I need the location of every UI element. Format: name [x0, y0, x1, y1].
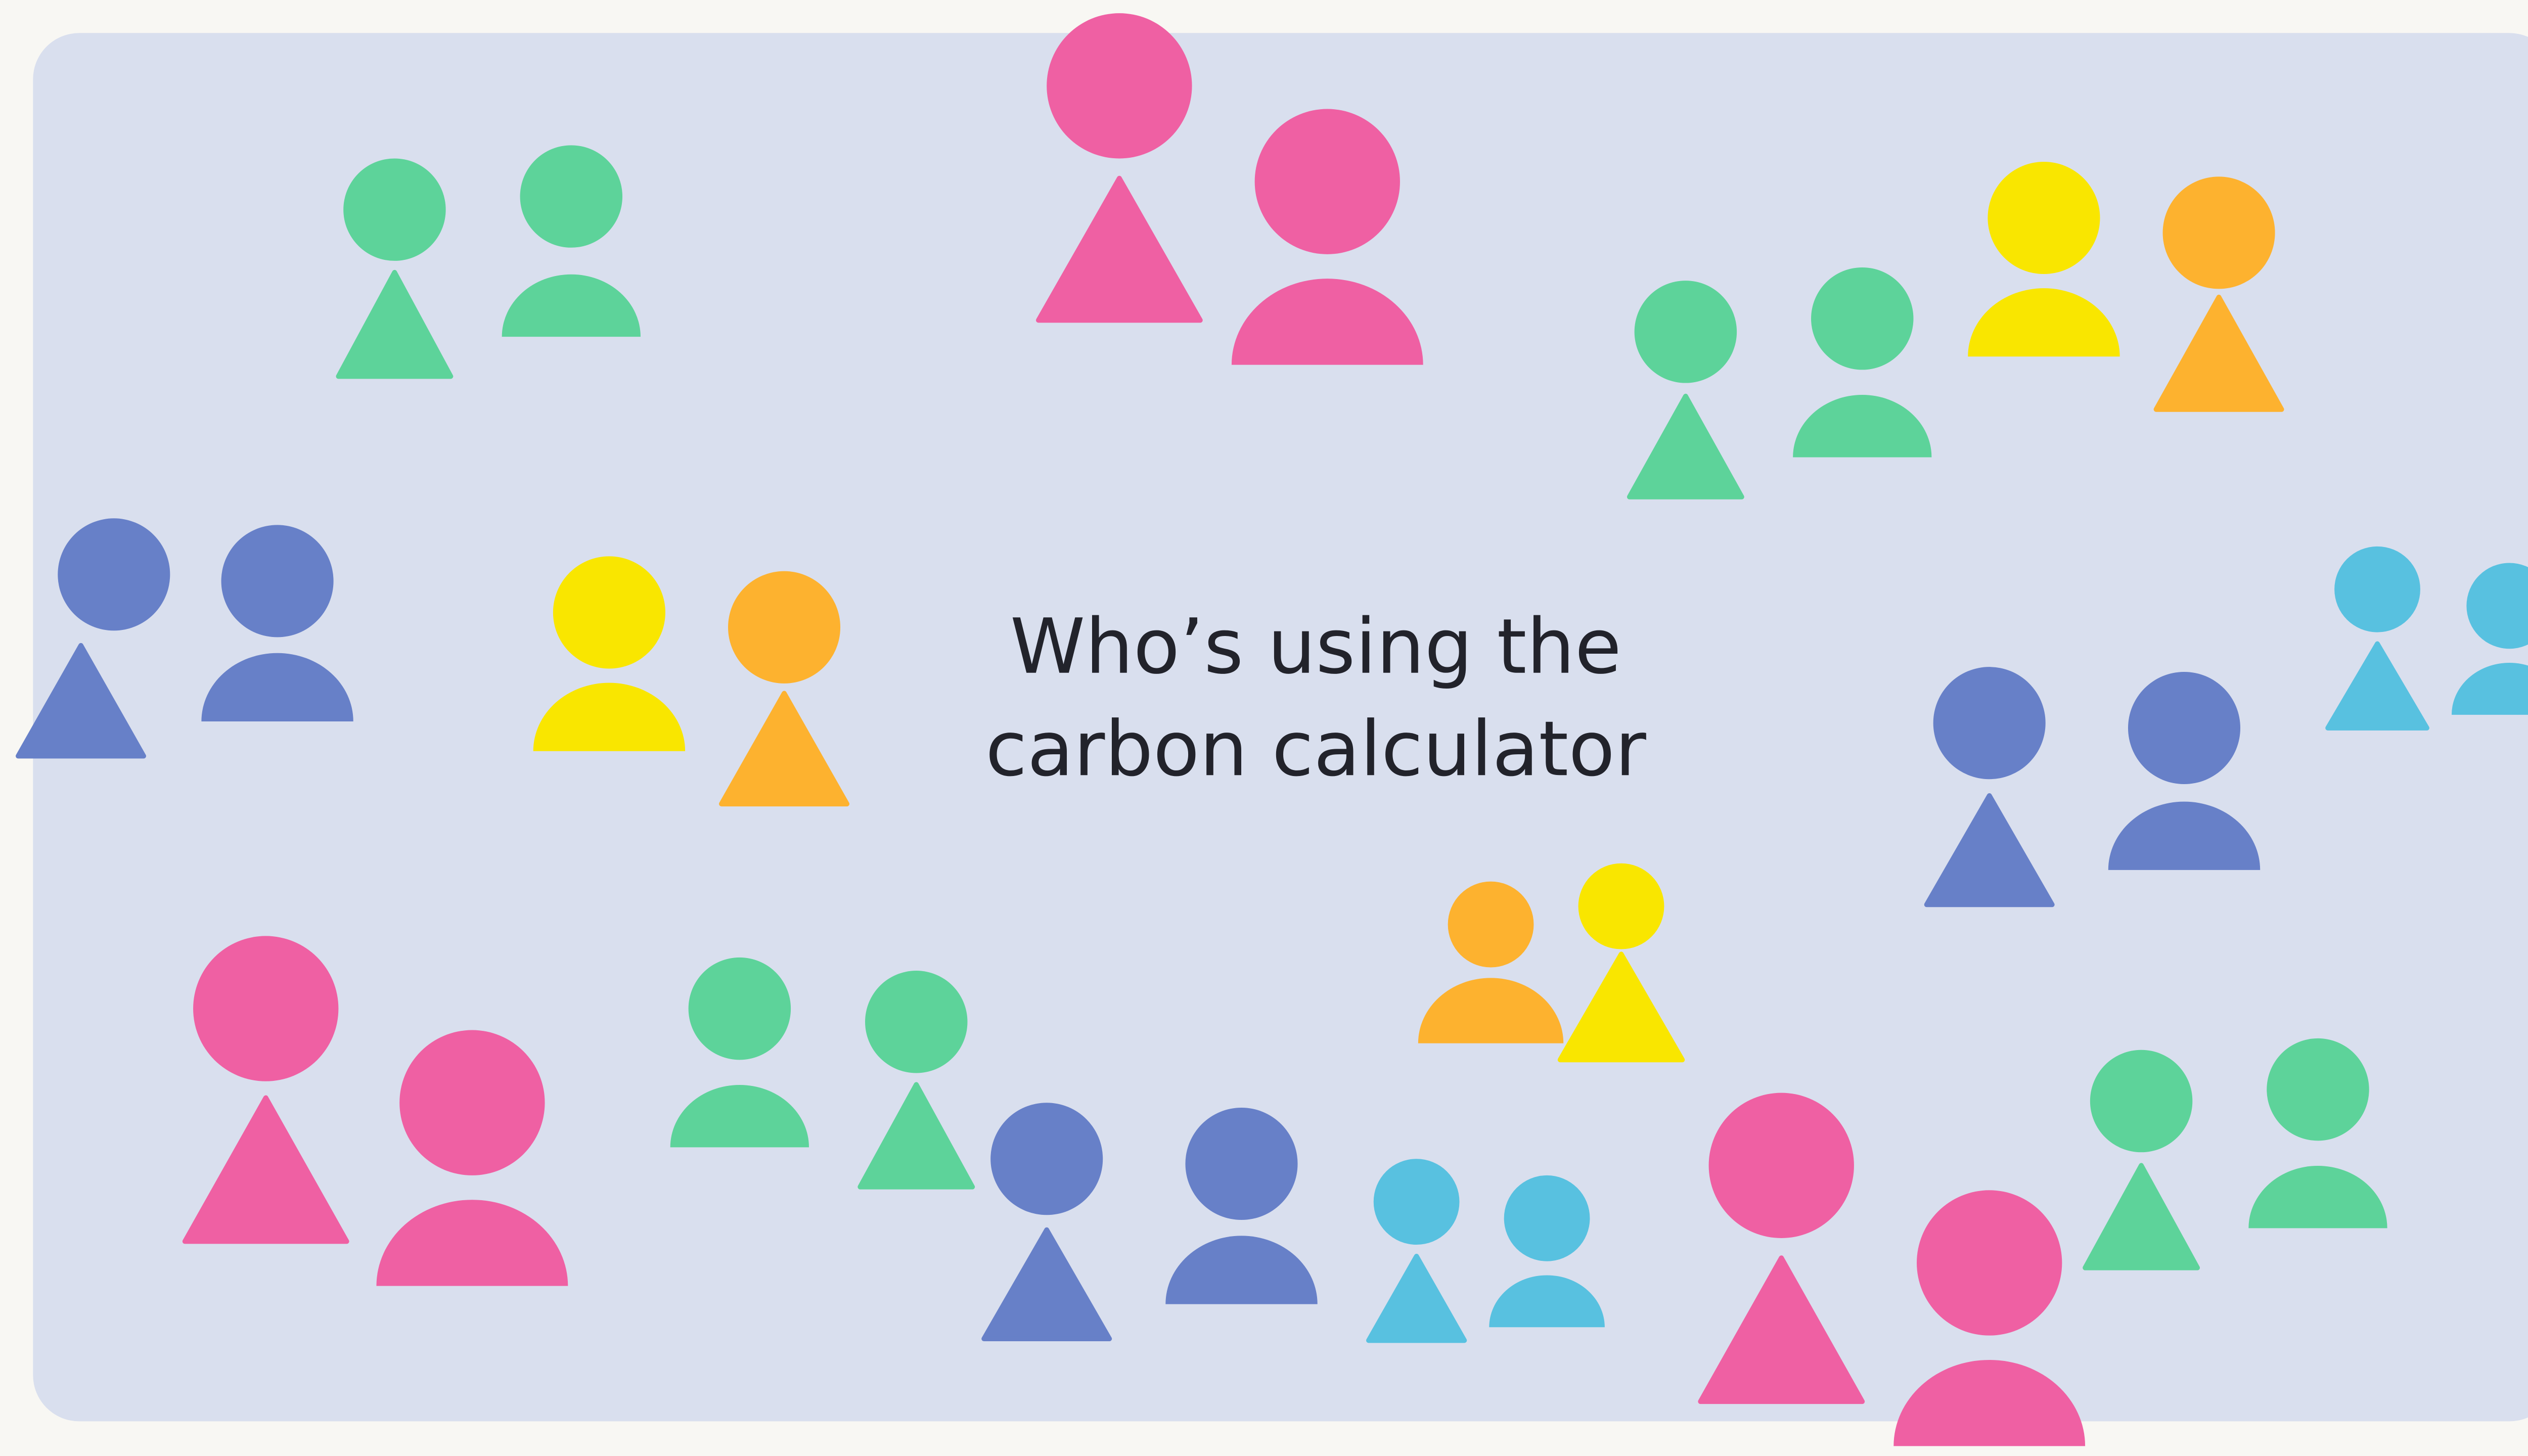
person-body	[1489, 1275, 1605, 1328]
person-body	[1968, 288, 2120, 357]
person-body	[2325, 641, 2429, 731]
person-head	[1047, 13, 1192, 159]
person-head	[221, 525, 334, 638]
title-line: carbon calculator	[985, 705, 1646, 793]
person-head	[2128, 671, 2241, 785]
person-body	[2451, 663, 2528, 715]
person-body	[1698, 1255, 1865, 1404]
person-body	[2153, 294, 2284, 412]
person-head	[688, 957, 791, 1060]
person-body	[1035, 175, 1203, 323]
person-body	[182, 1095, 349, 1244]
person-body	[502, 274, 641, 337]
person-body	[2248, 1165, 2387, 1228]
person-head	[990, 1103, 1103, 1215]
person-body	[1893, 1359, 2086, 1446]
person-head	[520, 145, 623, 248]
person-body	[2083, 1163, 2200, 1270]
person-head	[1811, 267, 1914, 370]
person-body	[719, 691, 849, 807]
person-body	[376, 1200, 568, 1286]
person-body	[1231, 279, 1423, 365]
person-head	[1185, 1108, 1298, 1220]
person-head	[1933, 667, 2046, 780]
person-head	[1504, 1175, 1590, 1261]
person-head	[1254, 109, 1400, 254]
person-head	[865, 971, 968, 1073]
person-body	[1366, 1254, 1467, 1343]
person-head	[1578, 863, 1664, 949]
person-head	[2162, 176, 2275, 289]
title-line: Who’s using the	[1010, 603, 1621, 691]
person-body	[857, 1082, 975, 1190]
person-head	[2090, 1050, 2193, 1153]
panel	[33, 33, 2528, 1422]
person-body	[1924, 793, 2055, 907]
person-body	[201, 653, 353, 721]
person-head	[1634, 281, 1737, 383]
person-body	[1165, 1236, 1318, 1304]
person-body	[1627, 393, 1744, 499]
person-head	[2466, 563, 2528, 649]
person-head	[1373, 1159, 1460, 1245]
person-body	[2108, 801, 2261, 870]
person-head	[399, 1030, 545, 1175]
person-body	[16, 643, 146, 759]
person-head	[553, 556, 665, 669]
person-head	[1988, 162, 2100, 275]
person-head	[1708, 1093, 1854, 1238]
person-body	[670, 1084, 809, 1148]
person-head	[2334, 546, 2420, 632]
person-head	[1917, 1190, 2062, 1336]
person-head	[58, 518, 170, 631]
person-body	[1418, 978, 1564, 1043]
person-body	[1793, 395, 1932, 458]
person-head	[343, 158, 446, 261]
person-body	[1557, 951, 1685, 1063]
people-illustration	[16, 13, 2528, 1446]
person-head	[193, 936, 339, 1081]
person-body	[533, 682, 686, 751]
person-head	[2267, 1038, 2369, 1141]
person-body	[336, 269, 454, 379]
person-body	[981, 1227, 1112, 1342]
person-head	[1448, 881, 1534, 968]
person-head	[728, 571, 841, 684]
